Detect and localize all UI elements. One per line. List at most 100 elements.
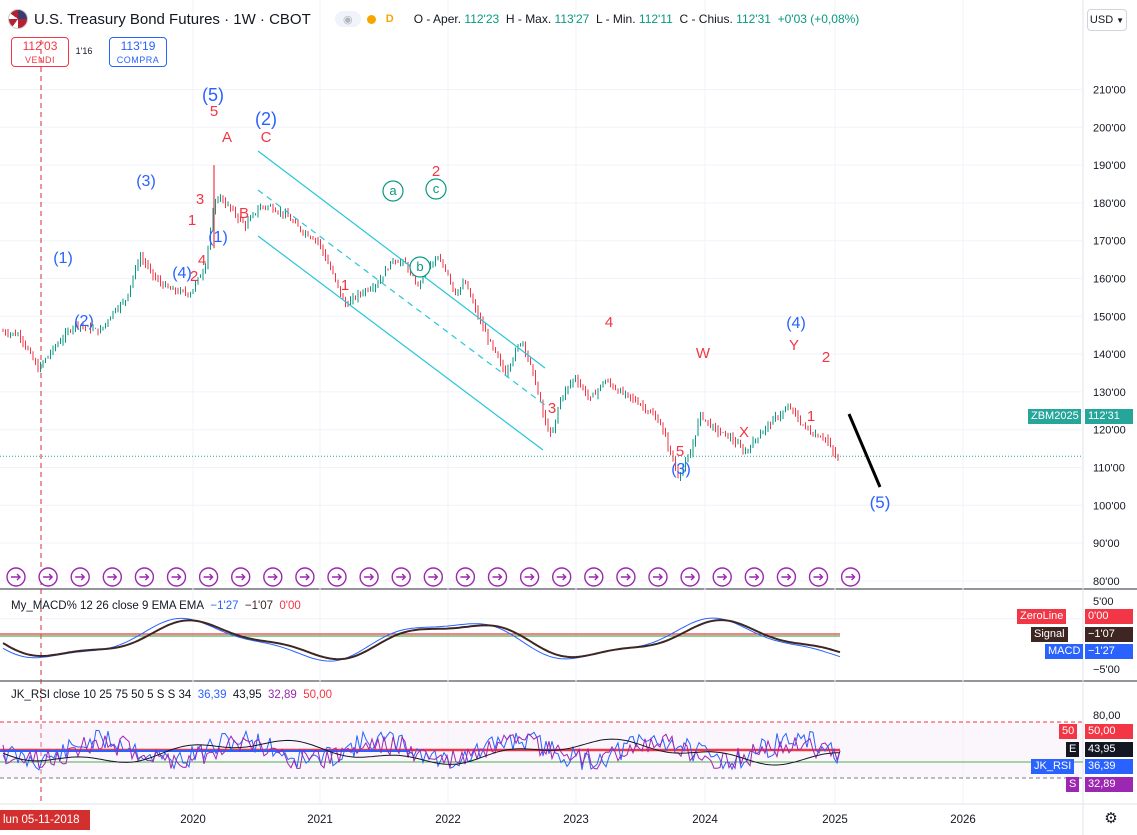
close-label: C - Chius. [679, 12, 733, 26]
macd-signal-value: −1'07 [244, 600, 274, 612]
close-value: 112'31 [736, 12, 771, 26]
tag-value: −1'07 [1085, 626, 1133, 642]
event-icon[interactable] [102, 567, 123, 587]
price-axis-label: 210'00 [1093, 85, 1126, 97]
macd-legend[interactable]: My_MACD% 12 26 close 9 EMA EMA −1'27 −1'… [11, 600, 301, 612]
sell-label: VENDI [24, 55, 55, 65]
event-icon[interactable] [455, 567, 476, 587]
wave-label: 3 [196, 191, 204, 208]
change-value: +0'03 (+0,08%) [777, 12, 860, 26]
event-icon[interactable] [38, 567, 58, 587]
channel-mid-line [257, 189, 546, 406]
price-axis-label: 160'00 [1093, 274, 1126, 286]
wave-circle [409, 256, 431, 278]
symbol-title[interactable]: U.S. Treasury Bond Futures · 1W · CBOT [34, 10, 311, 28]
wave-label: Y [789, 337, 799, 354]
wave-label: B [239, 205, 249, 222]
macd-zero-value: 0'00 [279, 600, 301, 612]
event-icon[interactable] [552, 567, 572, 587]
tag-name: E [1066, 741, 1080, 757]
wave-label: 3 [548, 400, 556, 417]
event-icon[interactable] [263, 567, 283, 587]
wave-label: (4) [172, 265, 192, 282]
wave-label: C [261, 129, 272, 146]
time-axis-label: 2020 [180, 814, 206, 826]
channel-lower-line [257, 235, 544, 451]
channel-upper-line [257, 150, 546, 369]
rsi-title: JK_RSI close 10 25 75 50 5 S S 34 [11, 689, 192, 701]
macd-signal-line [2, 619, 841, 661]
wave-label: 4 [605, 314, 613, 331]
event-icon[interactable] [134, 567, 155, 587]
event-icon[interactable] [295, 567, 315, 587]
wave-label: 1 [188, 212, 196, 229]
wave-label: (4) [786, 315, 806, 332]
price-axis-label: 140'00 [1093, 349, 1126, 361]
event-icon[interactable] [198, 567, 219, 587]
projection-line [847, 413, 882, 488]
event-icon[interactable] [744, 567, 764, 587]
low-value: 112'11 [638, 12, 673, 26]
time-axis-label: 2025 [822, 814, 848, 826]
event-icon[interactable] [487, 567, 508, 587]
settings-gear-icon[interactable]: ⚙ [1104, 810, 1118, 827]
event-icon[interactable] [680, 567, 700, 587]
event-icon[interactable] [840, 567, 861, 587]
sell-price: 112'03 [22, 39, 58, 53]
currency-label: USD [1089, 14, 1114, 26]
price-axis-label: 80'00 [1093, 576, 1120, 588]
rsi-ema-value: 43,95 [232, 689, 262, 701]
high-value: 113'27 [554, 12, 590, 26]
wave-label: 2 [190, 268, 198, 285]
event-icon[interactable] [616, 567, 636, 587]
event-icon[interactable] [648, 567, 668, 587]
macd-line [2, 617, 841, 662]
wave-label: 5 [210, 103, 218, 120]
event-icon[interactable] [359, 567, 379, 587]
buy-button[interactable]: 113'19 COMPRA [109, 37, 167, 67]
wave-label: (1) [208, 229, 228, 246]
wave-label: 2 [432, 163, 440, 180]
tag-name: MACD [1045, 644, 1084, 659]
event-icon[interactable] [776, 567, 797, 587]
ohlc-values: O - Aper. 112'23 H - Max. 113'27 L - Min… [414, 12, 860, 26]
tag-value: 36,39 [1085, 759, 1133, 774]
visibility-toggle-icon[interactable]: ◉ [334, 11, 361, 27]
chevron-down-icon: ▼ [1116, 15, 1125, 25]
event-icon[interactable] [712, 567, 732, 587]
event-icon[interactable] [808, 567, 829, 587]
market-status-icon [366, 14, 376, 24]
event-icon[interactable] [519, 567, 540, 587]
wave-label: (5) [202, 85, 224, 105]
event-icon[interactable] [391, 567, 411, 587]
price-axis-label: 150'00 [1093, 311, 1126, 323]
macd-value: −1'27 [210, 600, 239, 612]
price-axis-label: 120'00 [1093, 425, 1126, 437]
wave-circle [382, 180, 404, 202]
event-icon[interactable] [70, 567, 90, 587]
event-icon[interactable] [327, 567, 347, 587]
tag-name: ZeroLine [1017, 609, 1067, 624]
symbol-header: U.S. Treasury Bond Futures · 1W · CBOT ◉… [8, 8, 859, 30]
currency-select[interactable]: USD ▼ [1087, 9, 1127, 31]
macd-axis-bottom: −5'00 [1093, 664, 1120, 676]
event-icon[interactable] [166, 567, 187, 587]
tag-name: S [1066, 776, 1080, 792]
tag-value: −1'27 [1085, 644, 1133, 659]
trade-panel: 112'03 VENDI 1'16 113'19 COMPRA [11, 37, 167, 69]
wave-circle [425, 178, 447, 200]
price-axis-label: 180'00 [1093, 198, 1126, 210]
low-label: L - Min. [596, 12, 636, 26]
event-icon[interactable] [6, 567, 26, 587]
rsi-legend[interactable]: JK_RSI close 10 25 75 50 5 S S 34 36,39 … [11, 689, 332, 701]
tag-value: 43,95 [1085, 741, 1133, 757]
event-icon[interactable] [423, 567, 443, 587]
price-axis-label: 200'00 [1093, 122, 1126, 134]
event-icon[interactable] [230, 567, 251, 587]
price-axis-label: 130'00 [1093, 387, 1126, 399]
macd-axis-top: 5'00 [1093, 596, 1114, 608]
event-icon[interactable] [584, 567, 604, 587]
sell-button[interactable]: 112'03 VENDI [11, 37, 69, 67]
time-axis-label: 2026 [950, 814, 976, 826]
